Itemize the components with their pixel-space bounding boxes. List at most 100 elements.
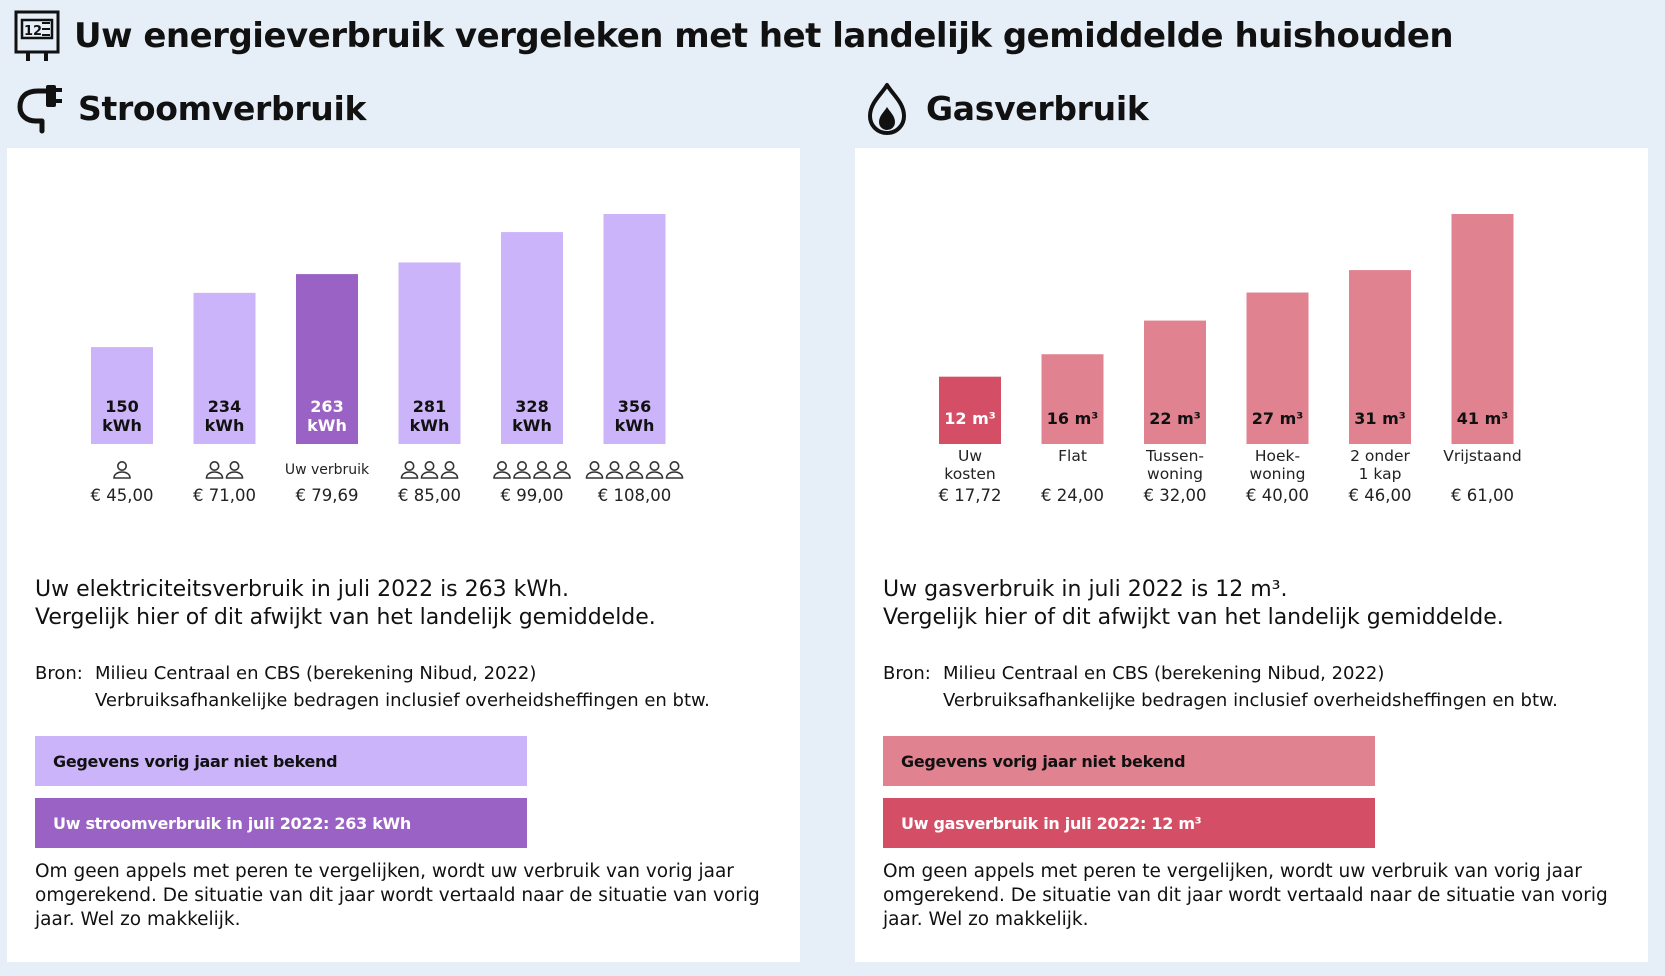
bar-value-label: 281 bbox=[413, 397, 446, 416]
person-icon bbox=[225, 460, 244, 479]
bar-value-label: 41 m³ bbox=[1457, 409, 1509, 428]
bar bbox=[1246, 292, 1309, 444]
cost-label: € 108,00 bbox=[598, 486, 671, 505]
person-icon bbox=[585, 460, 604, 479]
bar-value-label: 16 m³ bbox=[1047, 409, 1099, 428]
gas-summary-line2: Vergelijk hier of dit afwijkt van het la… bbox=[883, 605, 1504, 630]
bar-value-label: 263 bbox=[310, 397, 343, 416]
category-label: 2 onder bbox=[1350, 447, 1410, 465]
gas-section-title: Gasverbruik bbox=[862, 80, 1149, 136]
category-label: Flat bbox=[1058, 447, 1087, 465]
person-icon bbox=[420, 460, 439, 479]
cost-label: € 45,00 bbox=[91, 486, 154, 505]
stroom-section-title: Stroomverbruik bbox=[14, 80, 366, 136]
cost-label: € 61,00 bbox=[1451, 486, 1514, 505]
bar-unit-label: kWh bbox=[410, 416, 450, 435]
cost-label: € 85,00 bbox=[398, 486, 461, 505]
stroom-summary-line1: Uw elektriciteitsverbruik in juli 2022 i… bbox=[35, 577, 570, 602]
bar-value-label: 328 bbox=[515, 397, 548, 416]
category-label: kosten bbox=[944, 465, 995, 483]
gas-source-label: Bron: bbox=[883, 663, 931, 684]
cost-label: € 32,00 bbox=[1144, 486, 1207, 505]
person-icon bbox=[205, 460, 224, 479]
meter-icon: 12 bbox=[14, 10, 60, 61]
gas-panel: 12 m³ Uw kosten € 17,72 16 m³ Flat € 24,00 22 m… bbox=[855, 148, 1648, 962]
stroom-summary-line2: Vergelijk hier of dit afwijkt van het la… bbox=[35, 605, 656, 630]
bar-unit-label: kWh bbox=[307, 416, 347, 435]
stroom-source-line2: Verbruiksafhankelijke bedragen inclusief… bbox=[95, 690, 710, 711]
bar bbox=[603, 214, 666, 444]
person-icon bbox=[665, 460, 684, 479]
category-label: Tussen- bbox=[1145, 447, 1204, 465]
plug-icon bbox=[17, 85, 62, 134]
person-icon bbox=[400, 460, 419, 479]
bar-value-label: 12 m³ bbox=[944, 409, 996, 428]
bar-value-label: 150 bbox=[105, 397, 138, 416]
bar-unit-label: kWh bbox=[102, 416, 142, 435]
svg-text:12: 12 bbox=[24, 24, 42, 39]
stroom-prev-year-bar: Gegevens vorig jaar niet bekend bbox=[35, 736, 527, 786]
bar bbox=[91, 347, 153, 444]
stroom-title: Stroomverbruik bbox=[78, 88, 367, 128]
person-icon bbox=[645, 460, 664, 479]
bar-value-label: 356 bbox=[618, 397, 651, 416]
page-header: 12 Uw energieverbruik vergeleken met het… bbox=[14, 8, 1454, 64]
bar bbox=[1144, 320, 1206, 444]
person-icon bbox=[513, 460, 531, 479]
category-label: woning bbox=[1147, 465, 1203, 483]
bar-unit-label: kWh bbox=[615, 416, 655, 435]
bar-unit-label: kWh bbox=[205, 416, 245, 435]
bar-value-label: 234 bbox=[208, 397, 241, 416]
category-label: Vrijstaand bbox=[1443, 447, 1521, 465]
gas-source: Bron: Milieu Centraal en CBS (berekening … bbox=[883, 660, 1558, 714]
gas-source-line2: Verbruiksafhankelijke bedragen inclusief… bbox=[943, 690, 1558, 711]
stroom-note: Om geen appels met peren te vergelijken,… bbox=[35, 861, 760, 930]
cost-label: € 40,00 bbox=[1246, 486, 1309, 505]
cost-label: € 17,72 bbox=[939, 486, 1002, 505]
gas-prev-year-bar: Gegevens vorig jaar niet bekend bbox=[883, 736, 1375, 786]
bar bbox=[1041, 354, 1104, 444]
gas-current-bar: Uw gasverbruik in juli 2022: 12 m³ bbox=[883, 798, 1375, 848]
bar-value-label: 27 m³ bbox=[1252, 409, 1304, 428]
category-label: 1 kap bbox=[1359, 465, 1402, 483]
category-label: Uw bbox=[958, 447, 982, 465]
bar bbox=[296, 274, 358, 444]
cost-label: € 24,00 bbox=[1041, 486, 1104, 505]
gas-title: Gasverbruik bbox=[926, 88, 1149, 128]
gas-source-line1: Milieu Centraal en CBS (berekening Nibud… bbox=[943, 663, 1385, 684]
person-icon bbox=[493, 460, 511, 479]
flame-icon bbox=[868, 83, 906, 135]
cost-label: € 99,00 bbox=[501, 486, 564, 505]
stroom-current-bar: Uw stroomverbruik in juli 2022: 263 kWh bbox=[35, 798, 527, 848]
bar-value-label: 22 m³ bbox=[1149, 409, 1201, 428]
person-icon bbox=[440, 460, 459, 479]
category-label: Uw verbruik bbox=[285, 462, 370, 478]
person-icon bbox=[113, 460, 131, 479]
person-icon bbox=[625, 460, 644, 479]
cost-label: € 79,69 bbox=[296, 486, 359, 505]
stroom-panel: 150 kWh € 45,00 234 kWh € 71,00 263 kWh Uw verbr… bbox=[7, 148, 800, 962]
bar bbox=[193, 292, 256, 444]
bar-value-label: 31 m³ bbox=[1354, 409, 1406, 428]
bar bbox=[501, 232, 563, 444]
person-icon bbox=[605, 460, 624, 479]
stroom-source-line1: Milieu Centraal en CBS (berekening Nibud… bbox=[95, 663, 537, 684]
stroom-summary: Uw elektriciteitsverbruik in juli 2022 i… bbox=[35, 576, 656, 632]
page-title: Uw energieverbruik vergeleken met het la… bbox=[74, 16, 1454, 56]
category-label: Hoek- bbox=[1255, 447, 1300, 465]
cost-label: € 46,00 bbox=[1349, 486, 1412, 505]
gas-note: Om geen appels met peren te vergelijken,… bbox=[883, 861, 1608, 930]
bar bbox=[1349, 270, 1411, 444]
stroom-source-label: Bron: bbox=[35, 663, 83, 684]
category-label: woning bbox=[1250, 465, 1306, 483]
stroom-source: Bron: Milieu Centraal en CBS (berekening … bbox=[35, 660, 710, 714]
bar-unit-label: kWh bbox=[512, 416, 552, 435]
gas-summary-line1: Uw gasverbruik in juli 2022 is 12 m³. bbox=[883, 577, 1288, 602]
gas-summary: Uw gasverbruik in juli 2022 is 12 m³. Ve… bbox=[883, 576, 1504, 632]
bar bbox=[1451, 214, 1514, 444]
person-icon bbox=[553, 460, 571, 479]
person-icon bbox=[533, 460, 551, 479]
bar bbox=[939, 376, 1001, 444]
